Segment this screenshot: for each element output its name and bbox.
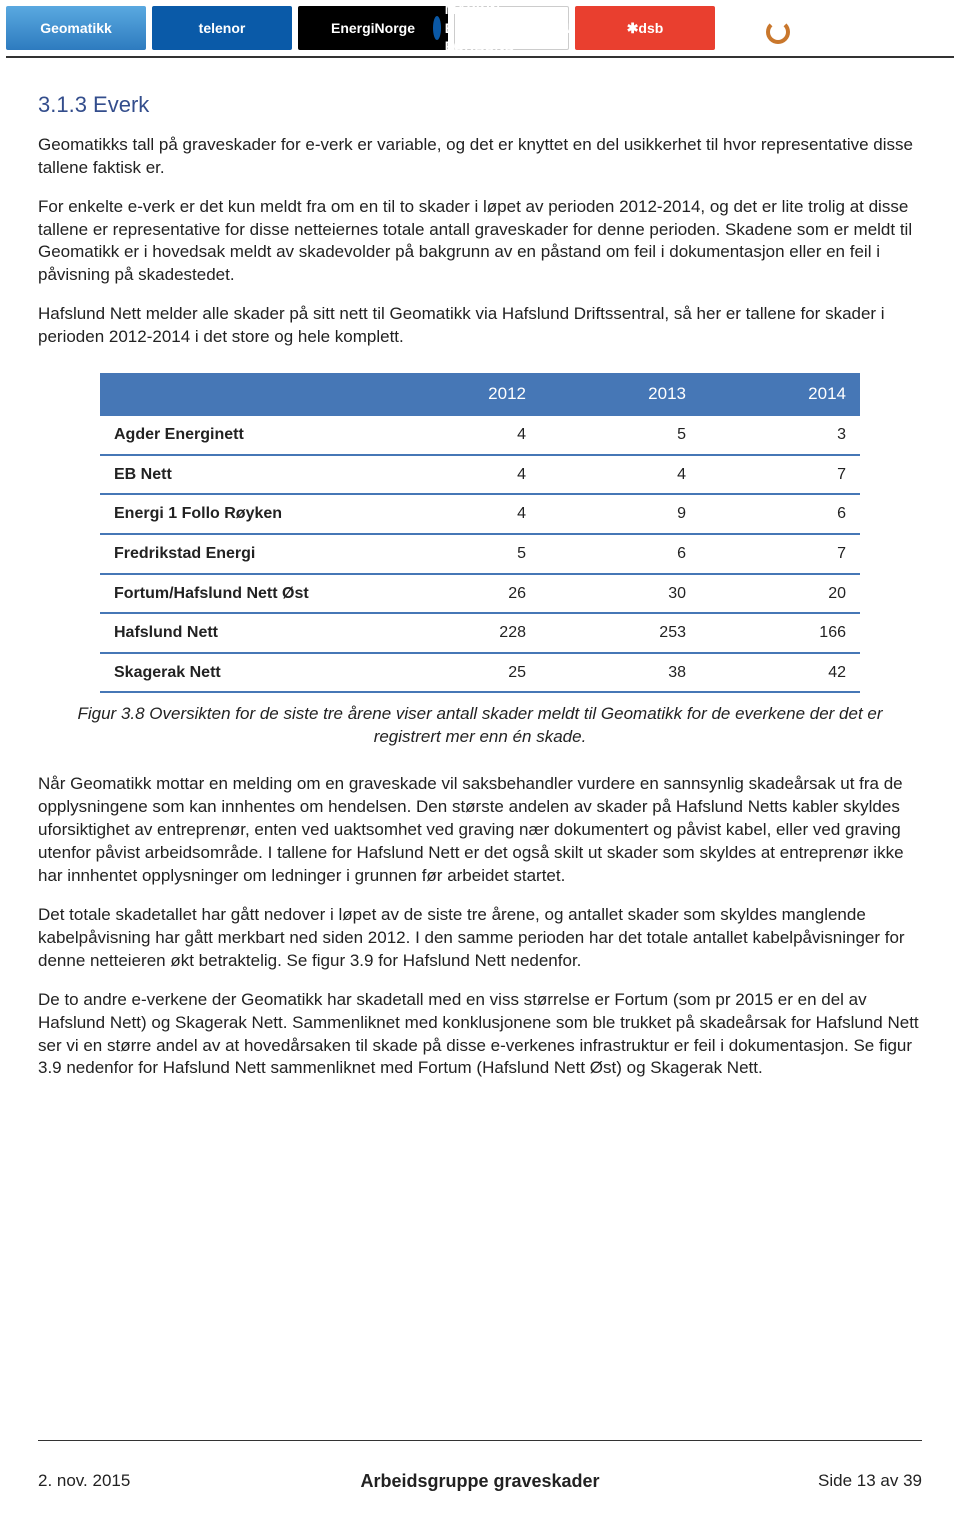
cell: 25 bbox=[380, 654, 540, 694]
table-row: Agder Energinett 4 5 3 bbox=[100, 416, 860, 456]
table-header-col: 2013 bbox=[540, 373, 700, 416]
gear-icon bbox=[433, 16, 441, 40]
logo-energinorge: EnergiNorge bbox=[298, 6, 448, 50]
row-label: Fortum/Hafslund Nett Øst bbox=[100, 575, 380, 615]
cell: 30 bbox=[540, 575, 700, 615]
cell: 7 bbox=[700, 535, 860, 575]
row-label: EB Nett bbox=[100, 456, 380, 496]
paragraph-4: Når Geomatikk mottar en melding om en gr… bbox=[38, 773, 922, 888]
cell: 253 bbox=[540, 614, 700, 654]
logo-mef: MASKIN-ENTREPRENØRENES FORBUND bbox=[454, 6, 569, 50]
table-row: Skagerak Nett 25 38 42 bbox=[100, 654, 860, 694]
row-label: Agder Energinett bbox=[100, 416, 380, 456]
paragraph-2: For enkelte e-verk er det kun meldt fra … bbox=[38, 196, 922, 288]
cell: 4 bbox=[380, 416, 540, 456]
cell: 166 bbox=[700, 614, 860, 654]
table-row: Fortum/Hafslund Nett Øst 26 30 20 bbox=[100, 575, 860, 615]
logo-mef-label: MASKIN-ENTREPRENØRENES FORBUND bbox=[445, 0, 590, 56]
logo-dsb-label: dsb bbox=[638, 19, 663, 38]
logo-bar: Geomatikk telenor EnergiNorge MASKIN-ENT… bbox=[0, 0, 960, 54]
arc-icon bbox=[766, 20, 790, 44]
cell: 9 bbox=[540, 495, 700, 535]
paragraph-6: De to andre e-verkene der Geomatikk har … bbox=[38, 989, 922, 1081]
logo-finans: Finans Norge bbox=[721, 6, 931, 50]
logo-finans-label: Finans Norge bbox=[796, 19, 885, 38]
cell: 6 bbox=[540, 535, 700, 575]
table-header-row: 2012 2013 2014 bbox=[100, 373, 860, 416]
footer-rule bbox=[38, 1440, 922, 1441]
table-row: Hafslund Nett 228 253 166 bbox=[100, 614, 860, 654]
row-label: Fredrikstad Energi bbox=[100, 535, 380, 575]
cell: 4 bbox=[380, 495, 540, 535]
cell: 26 bbox=[380, 575, 540, 615]
cell: 4 bbox=[540, 456, 700, 496]
table-header-col: 2014 bbox=[700, 373, 860, 416]
paragraph-1: Geomatikks tall på graveskader for e-ver… bbox=[38, 134, 922, 180]
cell: 228 bbox=[380, 614, 540, 654]
cell: 20 bbox=[700, 575, 860, 615]
page-content: 3.1.3 Everk Geomatikks tall på graveskad… bbox=[0, 58, 960, 1080]
figure-caption: Figur 3.8 Oversikten for de siste tre år… bbox=[70, 703, 890, 749]
logo-geomatikk: Geomatikk bbox=[6, 6, 146, 50]
paragraph-5: Det totale skadetallet har gått nedover … bbox=[38, 904, 922, 973]
paragraph-3: Hafslund Nett melder alle skader på sitt… bbox=[38, 303, 922, 349]
logo-telenor: telenor bbox=[152, 6, 292, 50]
cell: 5 bbox=[540, 416, 700, 456]
damages-table: 2012 2013 2014 Agder Energinett 4 5 3 EB… bbox=[100, 373, 860, 693]
page-footer: 2. nov. 2015 Arbeidsgruppe graveskader S… bbox=[38, 1470, 922, 1493]
cell: 6 bbox=[700, 495, 860, 535]
table-row: EB Nett 4 4 7 bbox=[100, 456, 860, 496]
table-row: Fredrikstad Energi 5 6 7 bbox=[100, 535, 860, 575]
row-label: Energi 1 Follo Røyken bbox=[100, 495, 380, 535]
cell: 38 bbox=[540, 654, 700, 694]
cell: 3 bbox=[700, 416, 860, 456]
row-label: Hafslund Nett bbox=[100, 614, 380, 654]
cell: 7 bbox=[700, 456, 860, 496]
cell: 5 bbox=[380, 535, 540, 575]
logo-dsb: ✱dsb bbox=[575, 6, 715, 50]
cell: 42 bbox=[700, 654, 860, 694]
section-heading: 3.1.3 Everk bbox=[38, 90, 922, 120]
row-label: Skagerak Nett bbox=[100, 654, 380, 694]
footer-center: Arbeidsgruppe graveskader bbox=[38, 1469, 922, 1493]
table-header-col: 2012 bbox=[380, 373, 540, 416]
cell: 4 bbox=[380, 456, 540, 496]
table-header-blank bbox=[100, 373, 380, 416]
table-row: Energi 1 Follo Røyken 4 9 6 bbox=[100, 495, 860, 535]
